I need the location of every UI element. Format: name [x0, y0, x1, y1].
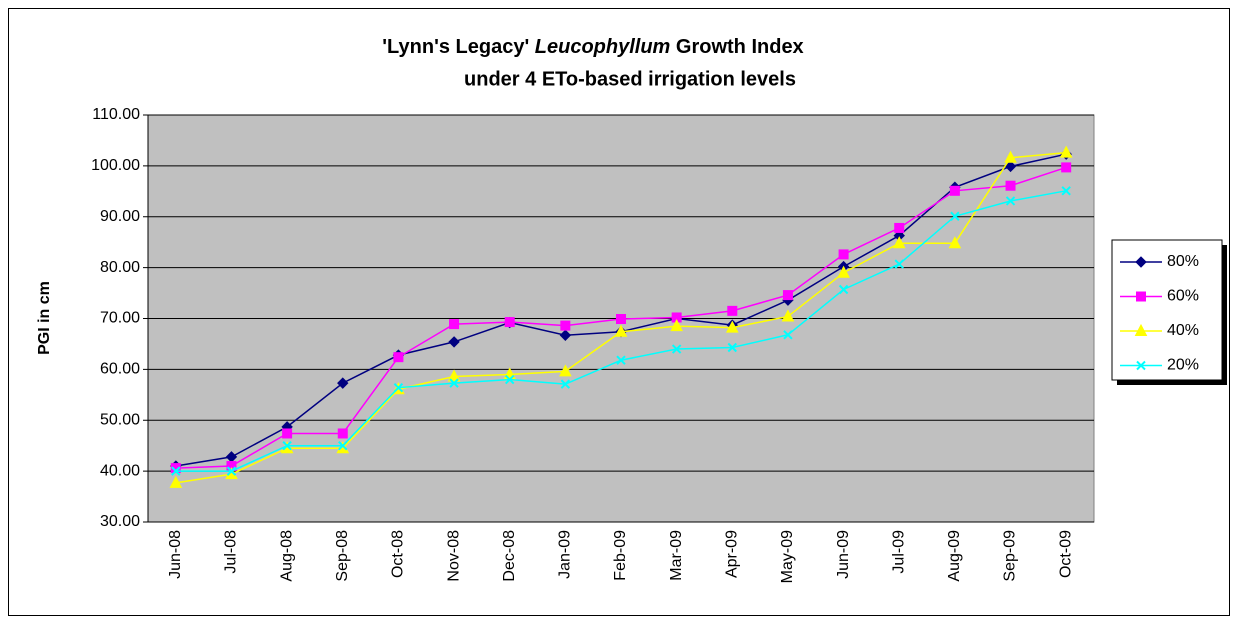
- marker: [894, 259, 904, 269]
- x-tick-label: Oct-09: [1057, 530, 1074, 578]
- marker: [559, 364, 572, 377]
- marker: [337, 377, 349, 389]
- marker: [282, 428, 293, 439]
- marker: [226, 466, 237, 476]
- marker: [449, 319, 460, 330]
- x-tick-label: May-09: [779, 530, 796, 583]
- marker: [670, 319, 683, 332]
- marker: [727, 305, 738, 316]
- marker: [282, 440, 292, 451]
- legend: [1111, 239, 1223, 381]
- marker: [1061, 162, 1072, 173]
- marker: [1061, 186, 1071, 196]
- y-tick-label: 80.00: [100, 259, 140, 276]
- marker: [1004, 150, 1017, 163]
- marker: [448, 336, 460, 348]
- marker: [616, 314, 626, 325]
- x-tick-label: Jan-09: [557, 530, 574, 579]
- marker: [782, 290, 793, 301]
- marker: [170, 463, 181, 474]
- y-tick-label: 100.00: [91, 157, 140, 174]
- x-tick-label: Nov-08: [445, 530, 462, 582]
- marker: [1059, 145, 1073, 158]
- marker: [950, 211, 960, 221]
- x-tick-label: Mar-09: [668, 530, 685, 581]
- y-axis-label: PGI in cm: [36, 281, 53, 355]
- marker: [614, 324, 628, 337]
- marker: [948, 236, 962, 249]
- marker: [892, 236, 906, 249]
- x-tick-label: Jun-08: [167, 530, 184, 579]
- x-tick-label: Jul-08: [223, 530, 240, 574]
- marker: [337, 428, 348, 439]
- marker: [559, 329, 572, 341]
- legend-label: 40%: [1167, 322, 1199, 339]
- marker: [1005, 196, 1016, 206]
- x-tick-label: Oct-08: [390, 530, 407, 578]
- marker: [727, 342, 738, 353]
- marker: [781, 309, 795, 322]
- marker: [504, 374, 515, 385]
- marker: [1005, 180, 1016, 191]
- chart-title: 'Lynn's Legacy' Leucophyllum Growth Inde…: [382, 36, 803, 58]
- marker: [837, 265, 850, 278]
- x-tick-label: Aug-09: [946, 530, 963, 582]
- marker: [393, 382, 404, 393]
- marker: [838, 249, 849, 260]
- marker: [1134, 323, 1148, 336]
- x-tick-label: Dec-08: [501, 530, 518, 582]
- x-tick-label: Aug-08: [278, 530, 295, 582]
- y-tick-label: 70.00: [100, 310, 140, 327]
- y-tick-label: 40.00: [100, 462, 140, 479]
- marker: [560, 320, 571, 331]
- x-tick-label: Sep-09: [1002, 530, 1019, 582]
- title-part: 'Lynn's Legacy': [382, 36, 534, 58]
- title-part: Growth Index: [670, 36, 803, 58]
- marker: [616, 355, 626, 365]
- x-tick-label: Apr-09: [724, 530, 741, 578]
- marker: [1004, 160, 1017, 173]
- x-tick-label: Feb-09: [612, 530, 629, 581]
- marker: [783, 330, 793, 340]
- marker: [949, 185, 960, 196]
- legend-label: 20%: [1167, 357, 1199, 374]
- marker: [169, 475, 183, 488]
- y-tick-label: 60.00: [100, 361, 140, 378]
- marker: [1135, 256, 1147, 268]
- x-tick-label: Jul-09: [890, 530, 907, 574]
- legend-label: 80%: [1167, 253, 1199, 270]
- x-tick-label: Jun-09: [835, 530, 852, 579]
- chart-subtitle: under 4 ETo-based irrigation levels: [464, 68, 796, 90]
- x-tick-label: Sep-08: [334, 530, 351, 582]
- marker: [1136, 360, 1146, 371]
- marker: [725, 320, 739, 333]
- marker: [1136, 291, 1146, 302]
- marker: [449, 378, 459, 388]
- marker: [894, 222, 905, 233]
- y-tick-label: 30.00: [100, 513, 140, 530]
- marker: [671, 344, 682, 354]
- legend-label: 60%: [1167, 288, 1199, 305]
- marker: [447, 369, 461, 382]
- marker: [560, 379, 571, 389]
- marker: [838, 284, 849, 295]
- y-tick-label: 90.00: [100, 208, 140, 225]
- y-tick-label: 110.00: [92, 106, 140, 123]
- marker: [338, 440, 348, 451]
- marker: [171, 466, 181, 476]
- title-part: Leucophyllum: [535, 36, 671, 58]
- y-tick-label: 50.00: [100, 411, 140, 428]
- marker: [393, 352, 404, 363]
- marker: [504, 317, 515, 328]
